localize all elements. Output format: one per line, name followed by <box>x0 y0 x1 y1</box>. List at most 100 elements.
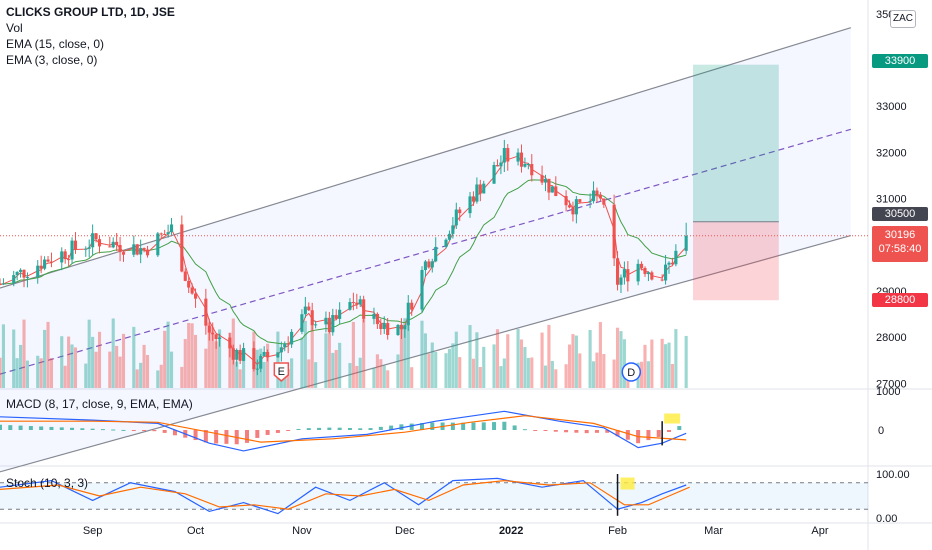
macd-histogram-bar <box>49 426 54 430</box>
legend-volume[interactable]: Vol <box>6 21 23 35</box>
time-tick-label: Oct <box>187 525 204 537</box>
volume-bar <box>386 370 390 388</box>
candle-body <box>399 324 403 330</box>
candle-body <box>372 313 376 319</box>
macd-histogram-bar <box>399 424 404 430</box>
candle-body <box>540 175 544 183</box>
candle <box>451 217 455 239</box>
volume-bar <box>471 358 476 388</box>
candle <box>187 277 191 294</box>
legend-ema-3[interactable]: EMA (3, close, 0) <box>6 53 98 67</box>
bar-countdown: 07:58:40 <box>878 243 922 255</box>
candle-body <box>0 284 2 286</box>
candle-body <box>15 271 19 276</box>
volume-bar <box>447 348 451 388</box>
volume-bar <box>430 342 434 388</box>
volume-bar <box>427 353 431 388</box>
candle <box>204 288 208 335</box>
candle <box>423 259 427 277</box>
volume-bar <box>355 365 359 388</box>
volume-bar <box>396 354 400 388</box>
candle-body <box>307 306 311 311</box>
candle-body <box>228 337 232 349</box>
candle <box>67 254 71 267</box>
candle <box>506 144 510 171</box>
candle-body <box>63 251 67 260</box>
candle-body <box>530 163 534 176</box>
volume-bar <box>444 353 448 388</box>
volume-bar <box>183 338 187 388</box>
volume-bar <box>242 350 246 388</box>
volume-bar <box>262 361 266 388</box>
candle-body <box>49 261 54 263</box>
candle-body <box>478 184 482 194</box>
volume-bar <box>331 352 335 388</box>
candle <box>242 342 246 362</box>
volume-bar <box>403 318 407 388</box>
volume-bar <box>118 356 122 388</box>
candle <box>543 174 548 192</box>
legend-stoch[interactable]: Stoch (10, 3, 3) <box>6 476 89 490</box>
candle <box>348 298 352 311</box>
candle-body <box>231 348 235 360</box>
stoch-highlight <box>620 477 635 490</box>
candle-body <box>499 162 503 167</box>
current-price-badge: 30196 07:58:40 <box>872 226 928 262</box>
candle <box>554 176 558 197</box>
volume-bar <box>499 366 503 388</box>
macd-histogram-bar <box>615 430 620 437</box>
candle-body <box>67 259 71 261</box>
stoch-d-line <box>0 479 690 510</box>
candle-body <box>615 258 620 285</box>
candle <box>660 274 664 282</box>
channel-fill <box>0 27 851 472</box>
candle <box>142 247 146 253</box>
candle-body <box>375 313 379 325</box>
macd-histogram-bar <box>100 429 105 431</box>
candle-body <box>427 261 431 268</box>
candle-body <box>190 287 194 294</box>
macd-histogram-bar <box>450 422 455 430</box>
macd-histogram-bar <box>59 427 64 430</box>
candle <box>132 235 136 258</box>
candle-body <box>670 262 675 265</box>
volume-bar <box>348 363 352 388</box>
candle-body <box>386 322 390 336</box>
candle-body <box>334 315 338 319</box>
volume-bar <box>94 351 98 388</box>
legend-ema-15[interactable]: EMA (15, close, 0) <box>6 37 105 51</box>
volume-bar <box>43 329 47 388</box>
macd-signal-line <box>0 415 687 443</box>
time-tick-label: 2022 <box>499 525 523 537</box>
candle <box>139 239 143 264</box>
volume-bar <box>36 355 40 388</box>
candle-body <box>578 199 582 203</box>
volume-bar <box>145 354 150 388</box>
candle-body <box>403 325 407 330</box>
macd-histogram-bar <box>0 424 2 430</box>
volume-bar <box>70 344 74 388</box>
volume-bar <box>540 332 544 388</box>
candle-body <box>218 337 222 340</box>
channel-lower-line <box>0 234 852 473</box>
volume-bar <box>276 331 280 388</box>
volume-bar <box>286 368 290 388</box>
volume-bar <box>612 359 616 388</box>
volume-bar <box>358 357 362 388</box>
candle-body <box>39 265 43 269</box>
macd-histogram-bar <box>327 427 332 430</box>
volume-bar <box>458 357 462 388</box>
volume-bar <box>193 334 198 388</box>
macd-histogram-bar <box>502 421 507 430</box>
candle-body <box>180 224 184 272</box>
legend-macd[interactable]: MACD (8, 17, close, 9, EMA, EMA) <box>6 397 193 411</box>
candle-body <box>303 306 307 315</box>
volume-bar <box>554 369 558 388</box>
candle-body <box>235 349 239 360</box>
macd-line <box>0 410 687 452</box>
candle <box>259 354 263 373</box>
volume-bar <box>523 347 527 388</box>
candle <box>121 250 126 262</box>
candle-body <box>468 196 472 214</box>
